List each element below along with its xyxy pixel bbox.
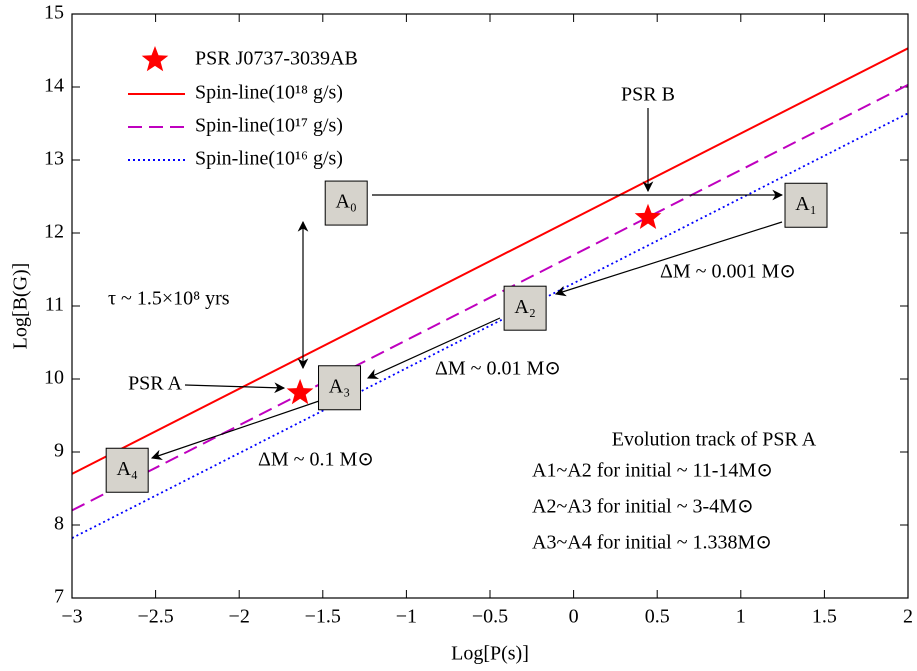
x-tick-label: 1.5 <box>812 606 837 628</box>
legend-label: Spin-line(10¹⁷ g/s) <box>195 115 343 137</box>
point-label: PSR A <box>128 373 182 395</box>
legend-star <box>141 46 169 72</box>
x-tick-label: −3 <box>61 606 82 628</box>
pulsar-star <box>634 203 662 229</box>
spin-line <box>71 47 909 475</box>
arrow <box>367 317 501 379</box>
y-tick-label: 15 <box>44 2 64 24</box>
x-tick-label: −1.5 <box>305 606 341 628</box>
x-tick-label: 2 <box>903 606 913 628</box>
y-tick-label: 11 <box>45 294 64 316</box>
y-tick-label: 8 <box>54 513 64 535</box>
x-tick-label: −1 <box>396 606 417 628</box>
arrow <box>184 382 286 394</box>
notes-line: A1~A2 for initial ~ 11-14M⊙ <box>532 460 773 482</box>
state-box <box>318 365 362 411</box>
y-tick-label: 7 <box>54 586 64 608</box>
y-tick-label: 13 <box>44 148 64 170</box>
legend-label: Spin-line(10¹⁶ g/s) <box>195 148 343 170</box>
state-box <box>503 285 547 331</box>
y-axis-label: Log[B(G)] <box>10 263 32 350</box>
y-tick-label: 10 <box>44 367 64 389</box>
legend-label: PSR J0737-3039AB <box>195 48 358 70</box>
x-axis-label: Log[P(s)] <box>451 643 529 665</box>
notes-line: A2~A3 for initial ~ 3-4M⊙ <box>532 496 754 518</box>
x-tick-label: −2.5 <box>137 606 173 628</box>
y-tick-label: 14 <box>44 75 64 97</box>
notes-title: Evolution track of PSR A <box>612 429 817 451</box>
point-label: PSR B <box>621 84 675 106</box>
y-tick-label: 9 <box>54 440 64 462</box>
plot-frame <box>71 13 909 599</box>
state-label: A₃ <box>329 375 350 397</box>
x-tick-label: 0.5 <box>645 606 670 628</box>
x-tick-label: 0 <box>569 606 579 628</box>
state-label: A₂ <box>514 296 535 318</box>
notes-line: A3~A4 for initial ~ 1.338M⊙ <box>532 532 772 554</box>
annotation: ΔM ~ 0.1 M⊙ <box>258 449 374 471</box>
state-box <box>784 182 828 228</box>
annotation: ΔM ~ 0.001 M⊙ <box>660 261 796 283</box>
y-tick-label: 12 <box>44 221 64 243</box>
annotation: ΔM ~ 0.01 M⊙ <box>435 358 561 380</box>
annotation: τ ~ 1.5×10⁸ yrs <box>108 288 230 310</box>
x-tick-label: 1 <box>736 606 746 628</box>
state-label: A₀ <box>335 191 356 213</box>
arrow <box>150 399 323 460</box>
spin-line <box>71 83 909 512</box>
x-tick-label: −2 <box>229 606 250 628</box>
legend-label: Spin-line(10¹⁸ g/s) <box>195 82 343 104</box>
state-label: A₁ <box>795 193 816 215</box>
pulsar-star <box>286 378 314 405</box>
spin-line <box>71 112 909 539</box>
arrow <box>554 221 783 297</box>
state-label: A₄ <box>116 458 137 480</box>
state-box <box>324 180 368 226</box>
x-tick-label: −0.5 <box>472 606 508 628</box>
state-box <box>105 447 149 493</box>
